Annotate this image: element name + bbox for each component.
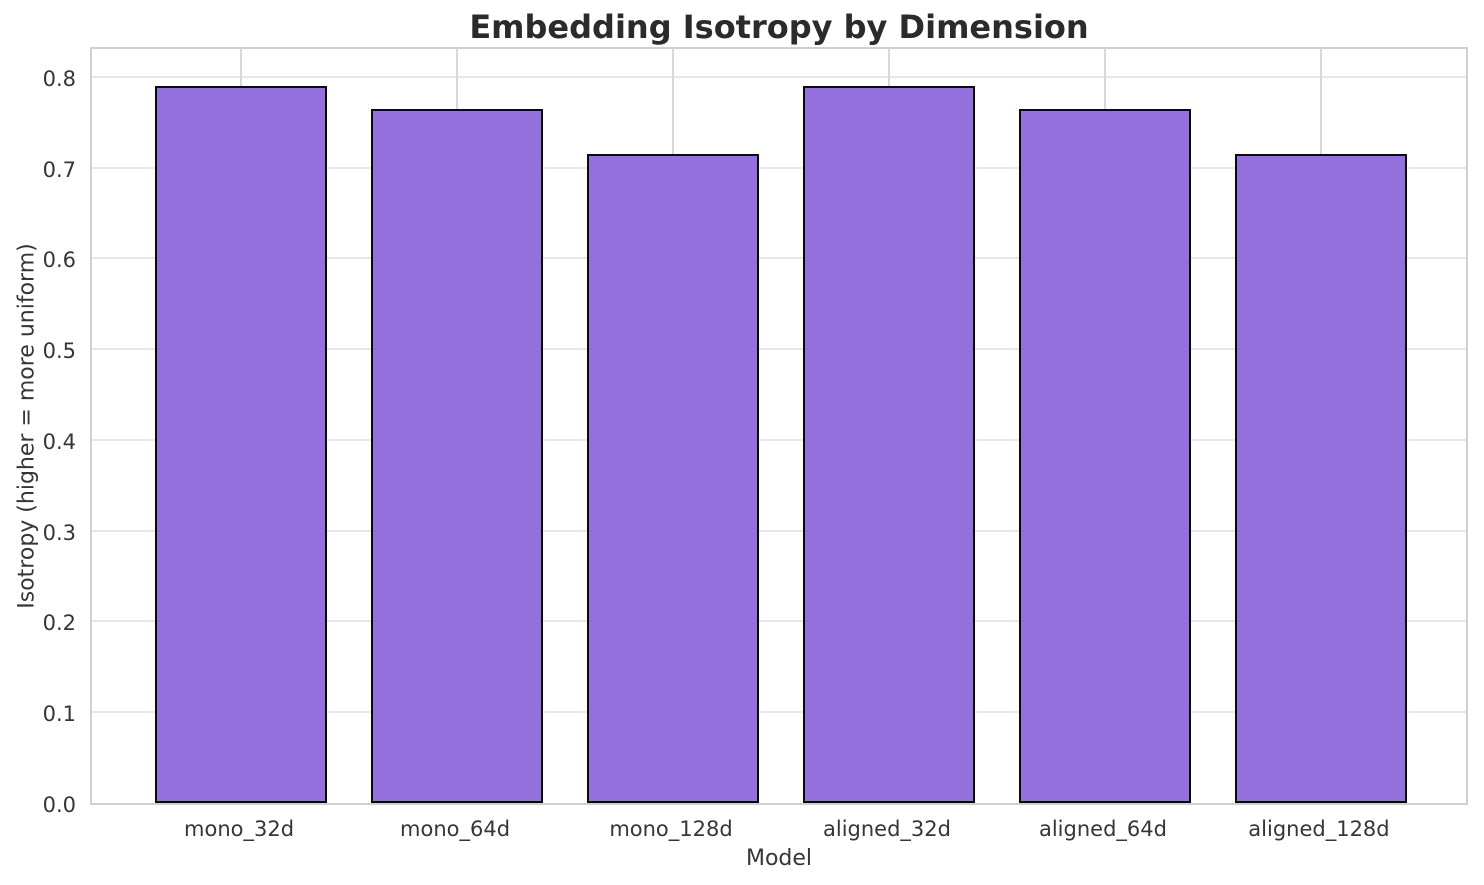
x-tick-label: aligned_128d bbox=[1248, 817, 1390, 841]
y-tick-label: 0.6 bbox=[42, 248, 76, 273]
y-tick-label: 0.5 bbox=[42, 339, 76, 364]
gridline-horizontal bbox=[92, 257, 1466, 260]
y-tick-label: 0.3 bbox=[42, 520, 76, 545]
gridline-horizontal bbox=[92, 348, 1466, 351]
bar-mono_128d bbox=[586, 153, 760, 803]
y-tick-label: 0.7 bbox=[42, 157, 76, 182]
plot-area bbox=[90, 47, 1468, 805]
bar-mono_32d bbox=[154, 85, 328, 803]
y-tick-label: 0.1 bbox=[42, 702, 76, 727]
y-tick-label: 0.0 bbox=[42, 793, 76, 817]
bar-aligned_32d bbox=[802, 85, 976, 803]
y-tick-label: 0.4 bbox=[42, 429, 76, 454]
gridline-horizontal bbox=[92, 75, 1466, 78]
x-tick-label: mono_32d bbox=[184, 817, 295, 841]
bar-aligned_128d bbox=[1234, 153, 1408, 803]
y-axis-label: Isotropy (higher = more uniform) bbox=[14, 243, 40, 609]
x-tick-label: aligned_32d bbox=[822, 817, 951, 841]
gridline-horizontal bbox=[92, 711, 1466, 714]
bar-mono_64d bbox=[370, 108, 544, 803]
x-tick-label: mono_64d bbox=[400, 817, 511, 841]
gridline-horizontal bbox=[92, 438, 1466, 441]
gridline-horizontal bbox=[92, 166, 1466, 169]
gridline-horizontal bbox=[92, 529, 1466, 532]
x-tick-label: aligned_64d bbox=[1038, 817, 1167, 841]
x-axis-label: Model bbox=[745, 846, 813, 871]
chart-title: Embedding Isotropy by Dimension bbox=[469, 8, 1089, 46]
gridline-horizontal bbox=[92, 620, 1466, 623]
y-tick-label: 0.8 bbox=[42, 66, 76, 91]
bar-aligned_64d bbox=[1018, 108, 1192, 803]
y-tick-label: 0.2 bbox=[42, 611, 76, 636]
x-tick-label: mono_128d bbox=[609, 817, 733, 841]
